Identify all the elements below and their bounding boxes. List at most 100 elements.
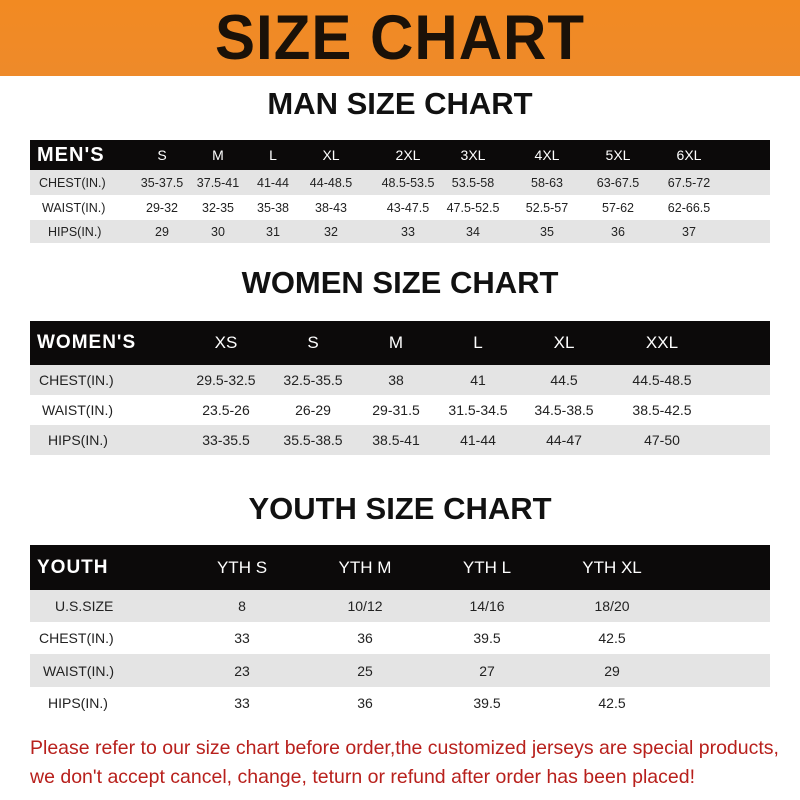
row-label: CHEST(IN.) <box>39 175 106 190</box>
table-cell: 34.5-38.5 <box>534 402 594 418</box>
youth-title: YOUTH SIZE CHART <box>248 491 552 526</box>
table-cell: 63-67.5 <box>596 175 640 190</box>
table-cell: 29 <box>155 224 169 239</box>
header-row: WOMEN'S XS S M L XL XXL <box>30 321 770 365</box>
header-label: WOMEN'S <box>37 332 137 353</box>
table-cell: 35 <box>540 224 554 239</box>
banner: SIZE CHART <box>0 0 800 76</box>
size-header: YTH XL <box>582 557 642 577</box>
table-cell: 35.5-38.5 <box>283 432 343 448</box>
table-cell: 37.5-41 <box>196 175 240 190</box>
table-row: WAIST(IN.) 23.5-26 26-29 29-31.5 31.5-34.5 34… <box>30 395 770 425</box>
table-cell: 32 <box>324 224 338 239</box>
size-header: XXL <box>645 333 679 352</box>
size-header: S <box>307 333 319 352</box>
table-cell: 35-38 <box>257 200 289 215</box>
table-cell: 10/12 <box>347 598 383 614</box>
size-header: YTH S <box>216 557 268 577</box>
size-header: XS <box>214 333 238 352</box>
table-cell: 44-48.5 <box>309 175 353 190</box>
table-row: U.S.SIZE 8 10/12 14/16 18/20 <box>30 590 770 622</box>
header-label: YOUTH <box>37 556 109 578</box>
table-row: CHEST(IN.) 33 36 39.5 42.5 <box>30 622 770 654</box>
table-cell: 26-29 <box>295 402 331 418</box>
table-cell: 36 <box>611 224 625 239</box>
table-cell: 31 <box>266 224 280 239</box>
table-cell: 38.5-42.5 <box>632 402 692 418</box>
row-label: WAIST(IN.) <box>42 200 106 215</box>
table-cell: 41-44 <box>460 432 496 448</box>
table-cell: 27 <box>479 662 495 679</box>
table-cell: 42.5 <box>598 695 626 711</box>
table-cell: 33-35.5 <box>202 432 250 448</box>
table-cell: 32.5-35.5 <box>283 372 343 388</box>
table-cell: 23 <box>234 662 250 679</box>
table-cell: 33 <box>234 630 250 646</box>
header-row: MEN'S S M L XL 2XL 3XL 4XL 5XL 6XL <box>30 140 770 170</box>
table-cell: 44.5 <box>550 372 578 388</box>
header-label: MEN'S <box>37 143 105 166</box>
table-cell: 33 <box>234 695 250 711</box>
table-cell: 41 <box>470 372 486 388</box>
women-title: WOMEN SIZE CHART <box>241 265 559 300</box>
table-cell: 44-47 <box>546 432 582 448</box>
table-cell: 8 <box>238 598 246 614</box>
size-header: 3XL <box>460 147 486 163</box>
table-cell: 31.5-34.5 <box>448 402 508 418</box>
table-cell: 47.5-52.5 <box>446 200 500 215</box>
notice-line-1: Please refer to our size chart before or… <box>30 737 779 759</box>
size-header: XL <box>553 333 575 352</box>
table-cell: 30 <box>211 224 225 239</box>
table-cell: 29-32 <box>146 200 178 215</box>
header-row: YOUTH YTH S YTH M YTH L YTH XL <box>30 545 770 590</box>
row-label: WAIST(IN.) <box>42 402 114 418</box>
size-header: S <box>157 147 167 163</box>
table-cell: 36 <box>357 695 373 711</box>
table-row: HIPS(IN.) 33-35.5 35.5-38.5 38.5-41 41-44 44-… <box>30 425 770 455</box>
table-row: HIPS(IN.) 29 30 31 32 33 34 35 36 37 <box>30 220 770 243</box>
table-cell: 39.5 <box>473 695 501 711</box>
size-header: M <box>388 333 404 352</box>
table-row: CHEST(IN.) 35-37.5 37.5-41 41-44 44-48.5 48.5… <box>30 170 770 195</box>
table-cell: 35-37.5 <box>140 175 184 190</box>
row-label: U.S.SIZE <box>55 598 114 614</box>
table-cell: 52.5-57 <box>525 200 569 215</box>
table-cell: 34 <box>466 224 480 239</box>
row-label: WAIST(IN.) <box>43 662 115 679</box>
size-header: YTH M <box>338 557 392 577</box>
table-cell: 53.5-58 <box>451 175 495 190</box>
size-header: XL <box>322 147 340 163</box>
table-cell: 43-47.5 <box>386 200 430 215</box>
size-header: YTH L <box>462 557 512 577</box>
row-label: HIPS(IN.) <box>48 224 102 239</box>
table-cell: 32-35 <box>202 200 234 215</box>
table-cell: 38 <box>388 372 404 388</box>
table-row: WAIST(IN.) 29-32 32-35 35-38 38-43 43-47.5 47.… <box>30 195 770 220</box>
size-header: 6XL <box>676 147 702 163</box>
table-cell: 23.5-26 <box>202 402 250 418</box>
row-label: HIPS(IN.) <box>48 432 108 448</box>
size-header: M <box>212 147 224 163</box>
row-label: HIPS(IN.) <box>48 695 108 711</box>
table-cell: 41-44 <box>257 175 289 190</box>
table-cell: 29 <box>604 662 620 679</box>
table-row: WAIST(IN.) 23 25 27 29 <box>30 654 770 687</box>
men-title: MAN SIZE CHART <box>267 86 533 121</box>
table-cell: 62-66.5 <box>667 200 711 215</box>
row-label: CHEST(IN.) <box>39 630 114 646</box>
table-cell: 38-43 <box>315 200 347 215</box>
table-cell: 57-62 <box>602 200 634 215</box>
table-cell: 18/20 <box>594 598 630 614</box>
table-cell: 14/16 <box>469 598 505 614</box>
size-header: L <box>473 333 483 352</box>
size-header: 5XL <box>605 147 631 163</box>
notice: Please refer to our size chart before or… <box>30 734 779 792</box>
table-row: HIPS(IN.) 33 36 39.5 42.5 <box>30 687 770 719</box>
table-cell: 67.5-72 <box>667 175 711 190</box>
size-header: 2XL <box>395 147 421 163</box>
table-cell: 25 <box>357 662 373 679</box>
size-header: L <box>269 147 277 163</box>
table-cell: 48.5-53.5 <box>381 175 435 190</box>
banner-title: SIZE CHART <box>215 2 585 73</box>
size-header: 4XL <box>534 147 560 163</box>
